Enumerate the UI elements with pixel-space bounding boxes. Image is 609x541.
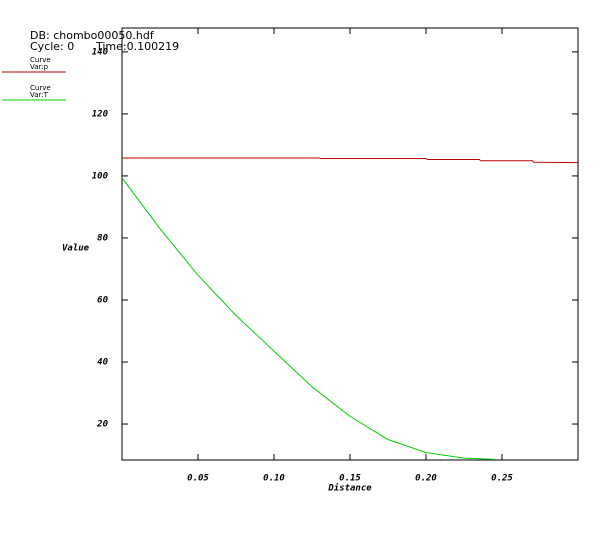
- x-tick-label: 0.20: [415, 474, 437, 484]
- y-tick-label: 100: [92, 171, 109, 181]
- legend-variable: Var:p: [30, 63, 49, 71]
- y-tick-label: 40: [97, 358, 108, 368]
- x-tick-label: 0.25: [491, 474, 513, 484]
- x-axis-label: Distance: [327, 483, 372, 494]
- y-tick-label: 60: [97, 295, 108, 305]
- legend-variable: Var:T: [30, 91, 49, 99]
- x-tick-label: 0.10: [263, 474, 285, 484]
- x-tick-label: 0.05: [187, 474, 209, 484]
- legend-name: Curve: [30, 84, 51, 92]
- y-tick-label: 140: [92, 47, 109, 57]
- time-label: Time:0.100219: [95, 40, 179, 53]
- plot-frame: [121, 27, 579, 461]
- curve: [122, 157, 579, 164]
- database-label: DB: chombo00050.hdf: [30, 29, 155, 42]
- legend-name: Curve: [30, 56, 51, 64]
- y-axis-label: Value: [62, 244, 90, 254]
- y-tick-label: 120: [92, 109, 109, 119]
- y-tick-label: 80: [97, 233, 108, 243]
- x-tick-label: 0.15: [339, 474, 361, 484]
- cycle-label: Cycle: 0: [30, 40, 74, 53]
- y-tick-label: 20: [96, 420, 108, 430]
- curve: [121, 177, 495, 460]
